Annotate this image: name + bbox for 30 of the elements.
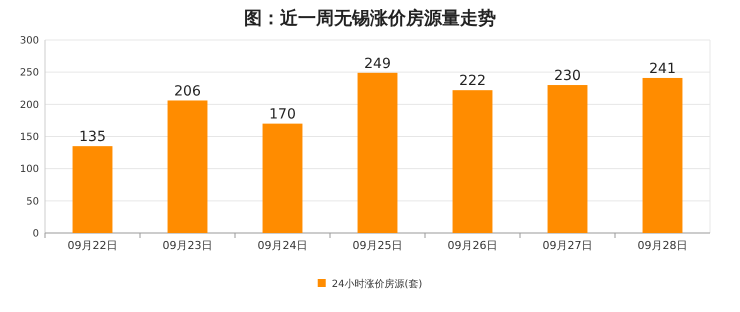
y-tick-label: 300 bbox=[20, 36, 39, 46]
legend-label: 24小时涨价房源(套) bbox=[332, 278, 422, 290]
y-tick-label: 100 bbox=[20, 164, 39, 176]
data-label: 230 bbox=[554, 68, 581, 84]
x-tick-label: 09月25日 bbox=[352, 239, 402, 252]
bar bbox=[72, 146, 112, 233]
x-tick-label: 09月28日 bbox=[638, 239, 688, 252]
data-label: 135 bbox=[79, 129, 106, 146]
x-tick-label: 09月22日 bbox=[68, 239, 118, 252]
x-tick-label: 09月24日 bbox=[258, 239, 308, 252]
x-tick-label: 09月27日 bbox=[542, 239, 592, 252]
x-tick-label: 09月23日 bbox=[162, 239, 212, 252]
bar bbox=[452, 90, 492, 233]
y-tick-label: 150 bbox=[20, 132, 39, 143]
bar bbox=[642, 78, 682, 233]
data-label: 249 bbox=[364, 56, 391, 72]
y-tick-label: 0 bbox=[32, 228, 39, 240]
bar bbox=[548, 85, 588, 233]
data-label: 241 bbox=[649, 60, 676, 77]
y-tick-label: 200 bbox=[20, 100, 39, 111]
y-tick-label: 250 bbox=[20, 68, 39, 79]
data-label: 170 bbox=[269, 106, 296, 123]
data-label: 222 bbox=[459, 73, 486, 90]
bar bbox=[358, 72, 398, 233]
x-tick-label: 09月26日 bbox=[448, 239, 498, 252]
bar bbox=[262, 124, 302, 233]
data-label: 206 bbox=[174, 83, 201, 100]
chart-title: 图：近一周无锡涨价房源量走势 bbox=[244, 8, 496, 29]
y-tick-label: 50 bbox=[26, 196, 39, 208]
bar bbox=[168, 100, 208, 233]
